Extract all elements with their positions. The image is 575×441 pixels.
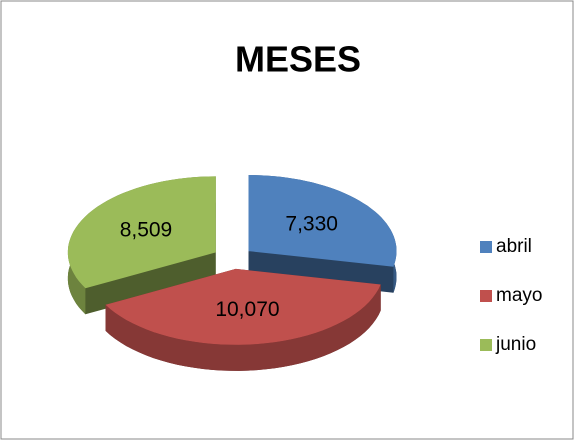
slice-top bbox=[67, 176, 216, 289]
slice bbox=[105, 268, 381, 371]
legend-label: abril bbox=[496, 236, 532, 257]
value-label: 7,330 bbox=[285, 212, 338, 235]
chart-title: MESES bbox=[235, 39, 361, 80]
legend-label: mayo bbox=[496, 285, 542, 306]
slice bbox=[67, 176, 216, 315]
value-label: 10,070 bbox=[215, 298, 279, 321]
legend-swatch bbox=[480, 339, 492, 351]
slice-side bbox=[105, 284, 381, 371]
legend-swatch bbox=[480, 241, 492, 253]
slice-top bbox=[105, 268, 381, 345]
slice-edge bbox=[85, 252, 216, 315]
legend-swatch bbox=[480, 290, 492, 302]
legend-label: junio bbox=[495, 334, 536, 355]
value-label: 8,509 bbox=[120, 218, 173, 241]
slice-top bbox=[248, 175, 397, 267]
